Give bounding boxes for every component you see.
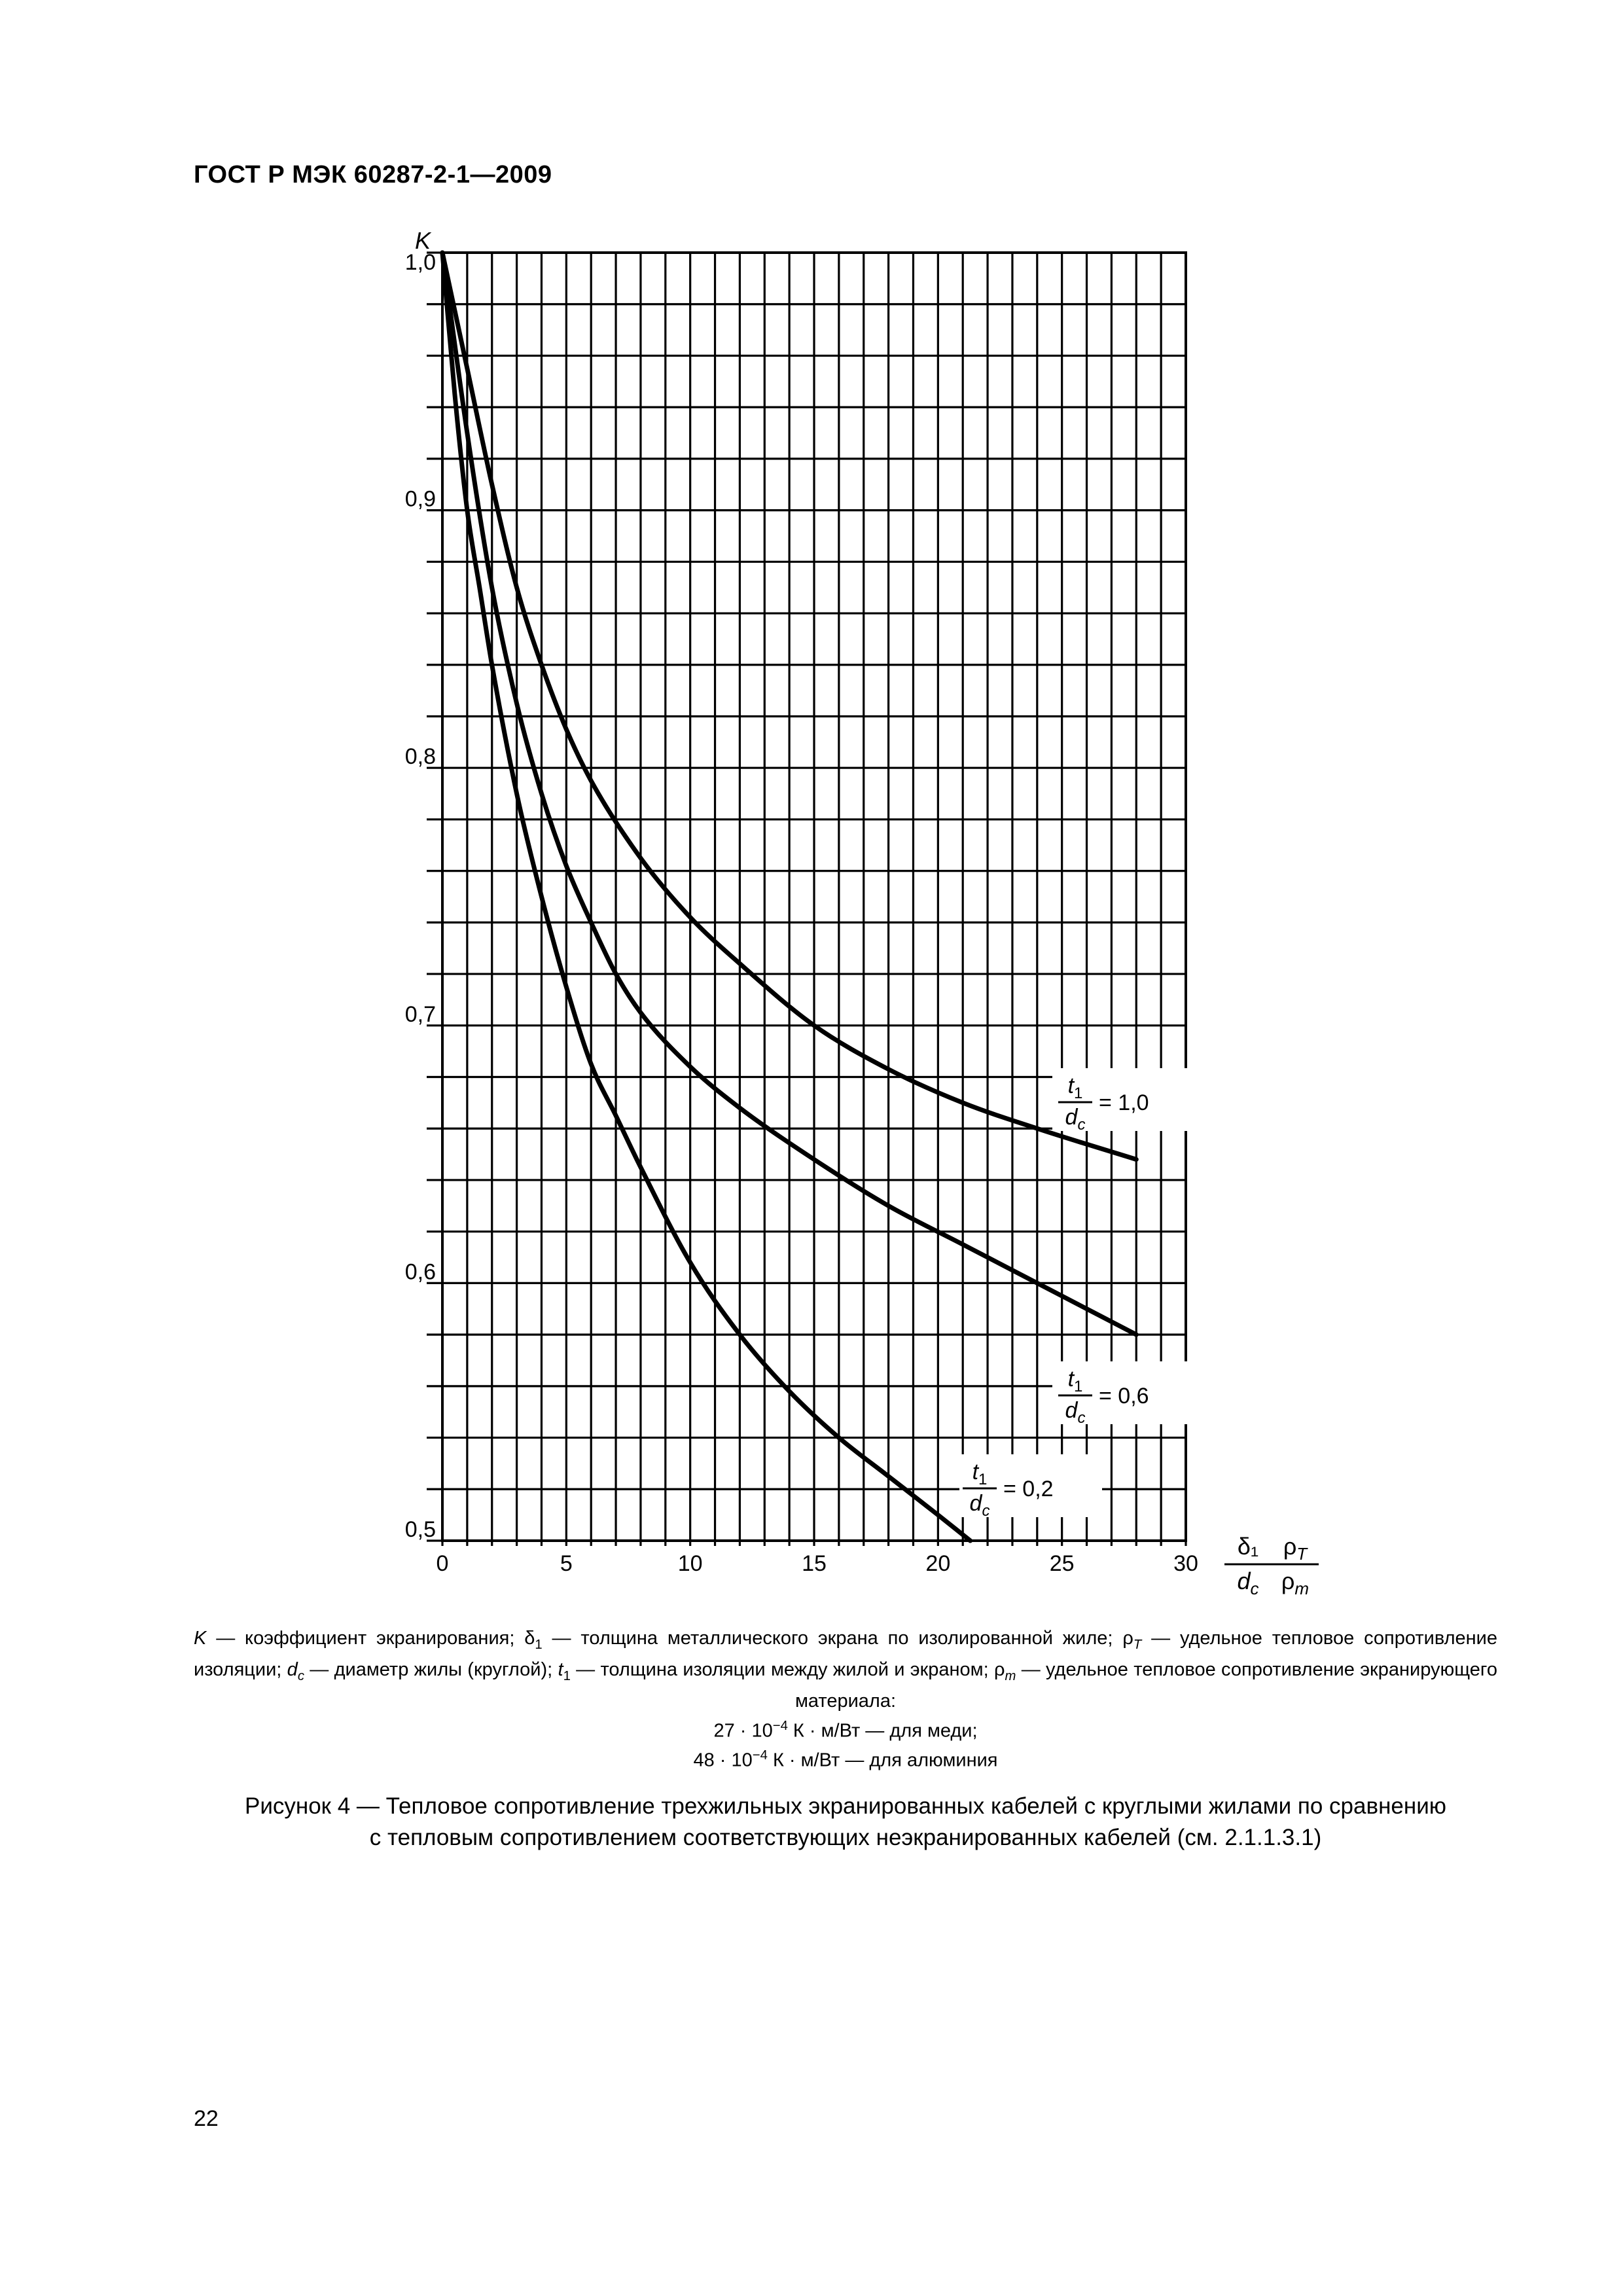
x-tick-label: 10	[678, 1551, 703, 1576]
curve-label-den-sub: c	[1077, 1409, 1085, 1427]
chart-ticks: 0 5 10 15 20 25 30 0,5 0,6 0,7 0,8 0,9 1,0	[405, 250, 1198, 1576]
x-tick-label: 15	[802, 1551, 827, 1576]
curve-label-num-sub: 1	[1074, 1085, 1082, 1102]
x-tick-label: 5	[560, 1551, 573, 1576]
y-tick-label: 1,0	[405, 250, 436, 275]
page-number: 22	[194, 2106, 219, 2131]
caption-line-1: Рисунок 4 — Тепловое сопротивление трехж…	[244, 1793, 1446, 1819]
plot-frame	[441, 251, 1187, 1542]
curve-1	[440, 250, 1139, 1337]
y-tick-label: 0,6	[405, 1259, 436, 1284]
figure-caption: Рисунок 4 — Тепловое сопротивление трехж…	[194, 1791, 1497, 1854]
legend-aluminium: 48 · 10−4 К · м/Вт — для алюминия	[693, 1748, 998, 1771]
x-tick-label: 20	[925, 1551, 950, 1576]
curve-label-value: = 1,0	[1099, 1090, 1149, 1115]
curve-label-num-sub: 1	[1074, 1378, 1082, 1395]
curve-2	[440, 250, 973, 1543]
chart-curves	[440, 250, 1139, 1543]
x-axis-label-right-den: ρm	[1281, 1568, 1309, 1598]
curve-label-value: = 0,2	[1003, 1477, 1054, 1501]
caption-line-2: с тепловым сопротивлением соответствующи…	[369, 1825, 1322, 1850]
curve-label-bg	[1052, 1068, 1200, 1131]
curve-label-den-sub: c	[982, 1502, 990, 1520]
legend-copper: 27 · 10−4 К · м/Вт — для меди;	[713, 1718, 978, 1742]
x-axis-label-left-den-sub: c	[1251, 1579, 1259, 1598]
curve-label-den: dc	[970, 1491, 990, 1520]
x-axis-label-left-num: δ₁	[1238, 1533, 1258, 1560]
y-tick-label: 0,7	[405, 1002, 436, 1027]
x-axis-label-right-den-sub: m	[1294, 1579, 1309, 1598]
curve-label-value: = 0,6	[1099, 1384, 1149, 1408]
x-tick-label: 25	[1050, 1551, 1075, 1576]
y-axis-label: K	[415, 227, 432, 254]
x-axis-label-left-den: dc	[1237, 1568, 1258, 1598]
y-tick-label: 0,9	[405, 487, 436, 512]
y-tick-label: 0,8	[405, 744, 436, 769]
curve-label-bg	[1052, 1361, 1200, 1424]
x-axis-label-left: δ₁ dc	[1224, 1533, 1272, 1598]
legend-definitions: K — коэффициент экранирования; δ1 — толщ…	[194, 1628, 1497, 1712]
curve-0	[440, 250, 1139, 1162]
figure-legend: K — коэффициент экранирования; δ1 — толщ…	[194, 1626, 1497, 1773]
x-axis-label-right: ρT ρm	[1272, 1533, 1319, 1598]
document-header: ГОСТ Р МЭК 60287-2-1—2009	[194, 161, 552, 188]
x-axis-label-right-num-sub: T	[1296, 1544, 1308, 1564]
x-tick-label: 0	[437, 1551, 449, 1576]
curve-label-den-sub: c	[1077, 1116, 1085, 1134]
shielding-coefficient-chart: 0 5 10 15 20 25 300,50,60,70,80,91,0 Kδ₁dcρTρm…	[405, 227, 1319, 1598]
x-axis-label-right-num: ρT	[1283, 1533, 1308, 1564]
curve-label-bg	[959, 1454, 1102, 1517]
y-tick-label: 0,5	[405, 1517, 436, 1542]
curve-label-num-sub: 1	[978, 1471, 987, 1488]
x-tick-label: 30	[1173, 1551, 1198, 1576]
